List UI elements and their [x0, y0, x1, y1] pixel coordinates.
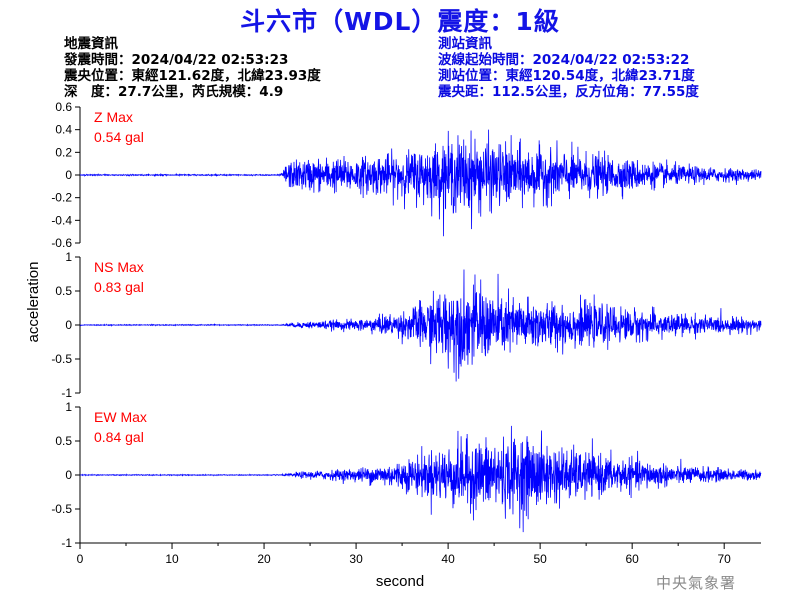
- origin-time: 發震時間：2024/04/22 02:53:23: [64, 52, 289, 68]
- ew-y-tick-label: -0.5: [51, 502, 72, 516]
- ns-y-tick-label: 0.5: [55, 284, 72, 298]
- ns-y-tick-label: 1: [65, 250, 72, 264]
- station-info-heading: 測站資訊: [438, 36, 492, 52]
- ew-y-tick-label: -1: [61, 536, 72, 550]
- waveform-start-time: 波線起始時間：2024/04/22 02:53:22: [438, 52, 690, 68]
- x-tick-label: 60: [625, 552, 639, 566]
- z-y-tick-label: 0.6: [55, 100, 72, 114]
- ew-waveform: [79, 425, 762, 533]
- ew-y-tick-label: 0: [65, 468, 72, 482]
- z-max-title: Z Max: [94, 109, 133, 125]
- ns-y-tick-label: -1: [61, 386, 72, 400]
- station-info: 測站資訊 波線起始時間：2024/04/22 02:53:22 測站位置：東經1…: [438, 36, 699, 100]
- ns-y-tick-label: -0.5: [51, 352, 72, 366]
- ew-max-value: 0.84 gal: [94, 429, 144, 445]
- z-y-tick-label: 0: [65, 168, 72, 182]
- earthquake-info: 地震資訊 發震時間：2024/04/22 02:53:23 震央位置：東經121…: [64, 36, 321, 100]
- x-tick-label: 70: [718, 552, 732, 566]
- z-waveform: [79, 129, 762, 237]
- x-tick-label: 30: [349, 552, 363, 566]
- x-tick-label: 10: [165, 552, 179, 566]
- x-tick-label: 20: [257, 552, 271, 566]
- z-y-tick-label: 0.4: [55, 123, 72, 137]
- ns-y-tick-label: 0: [65, 318, 72, 332]
- z-y-tick-label: -0.2: [51, 191, 72, 205]
- ew-max-title: EW Max: [94, 409, 147, 425]
- z-y-tick-label: -0.4: [51, 213, 72, 227]
- ns-waveform: [79, 269, 762, 382]
- depth-magnitude: 深 度：27.7公里，芮氏規模：4.9: [64, 84, 284, 100]
- epicentral-distance: 震央距：112.5公里，反方位角：77.55度: [438, 84, 699, 100]
- earthquake-info-heading: 地震資訊: [64, 36, 118, 52]
- station-location: 測站位置：東經120.54度，北緯23.71度: [438, 68, 695, 84]
- ns-max-title: NS Max: [94, 259, 144, 275]
- z-y-tick-label: 0.2: [55, 145, 72, 159]
- x-axis-label: second: [376, 573, 424, 590]
- x-tick-label: 50: [533, 552, 547, 566]
- ew-y-tick-label: 1: [65, 400, 72, 414]
- cwa-logo: 中央氣象署: [656, 574, 737, 592]
- ns-max-value: 0.83 gal: [94, 279, 144, 295]
- page-title: 斗六市（WDL）震度：1級: [240, 7, 560, 36]
- z-y-tick-label: -0.6: [51, 236, 72, 250]
- y-axis-label: acceleration: [25, 262, 42, 343]
- ew-y-tick-label: 0.5: [55, 434, 72, 448]
- epicenter-location: 震央位置：東經121.62度，北緯23.93度: [64, 68, 321, 84]
- x-tick-label: 0: [77, 552, 84, 566]
- x-tick-label: 40: [441, 552, 455, 566]
- z-max-value: 0.54 gal: [94, 129, 144, 145]
